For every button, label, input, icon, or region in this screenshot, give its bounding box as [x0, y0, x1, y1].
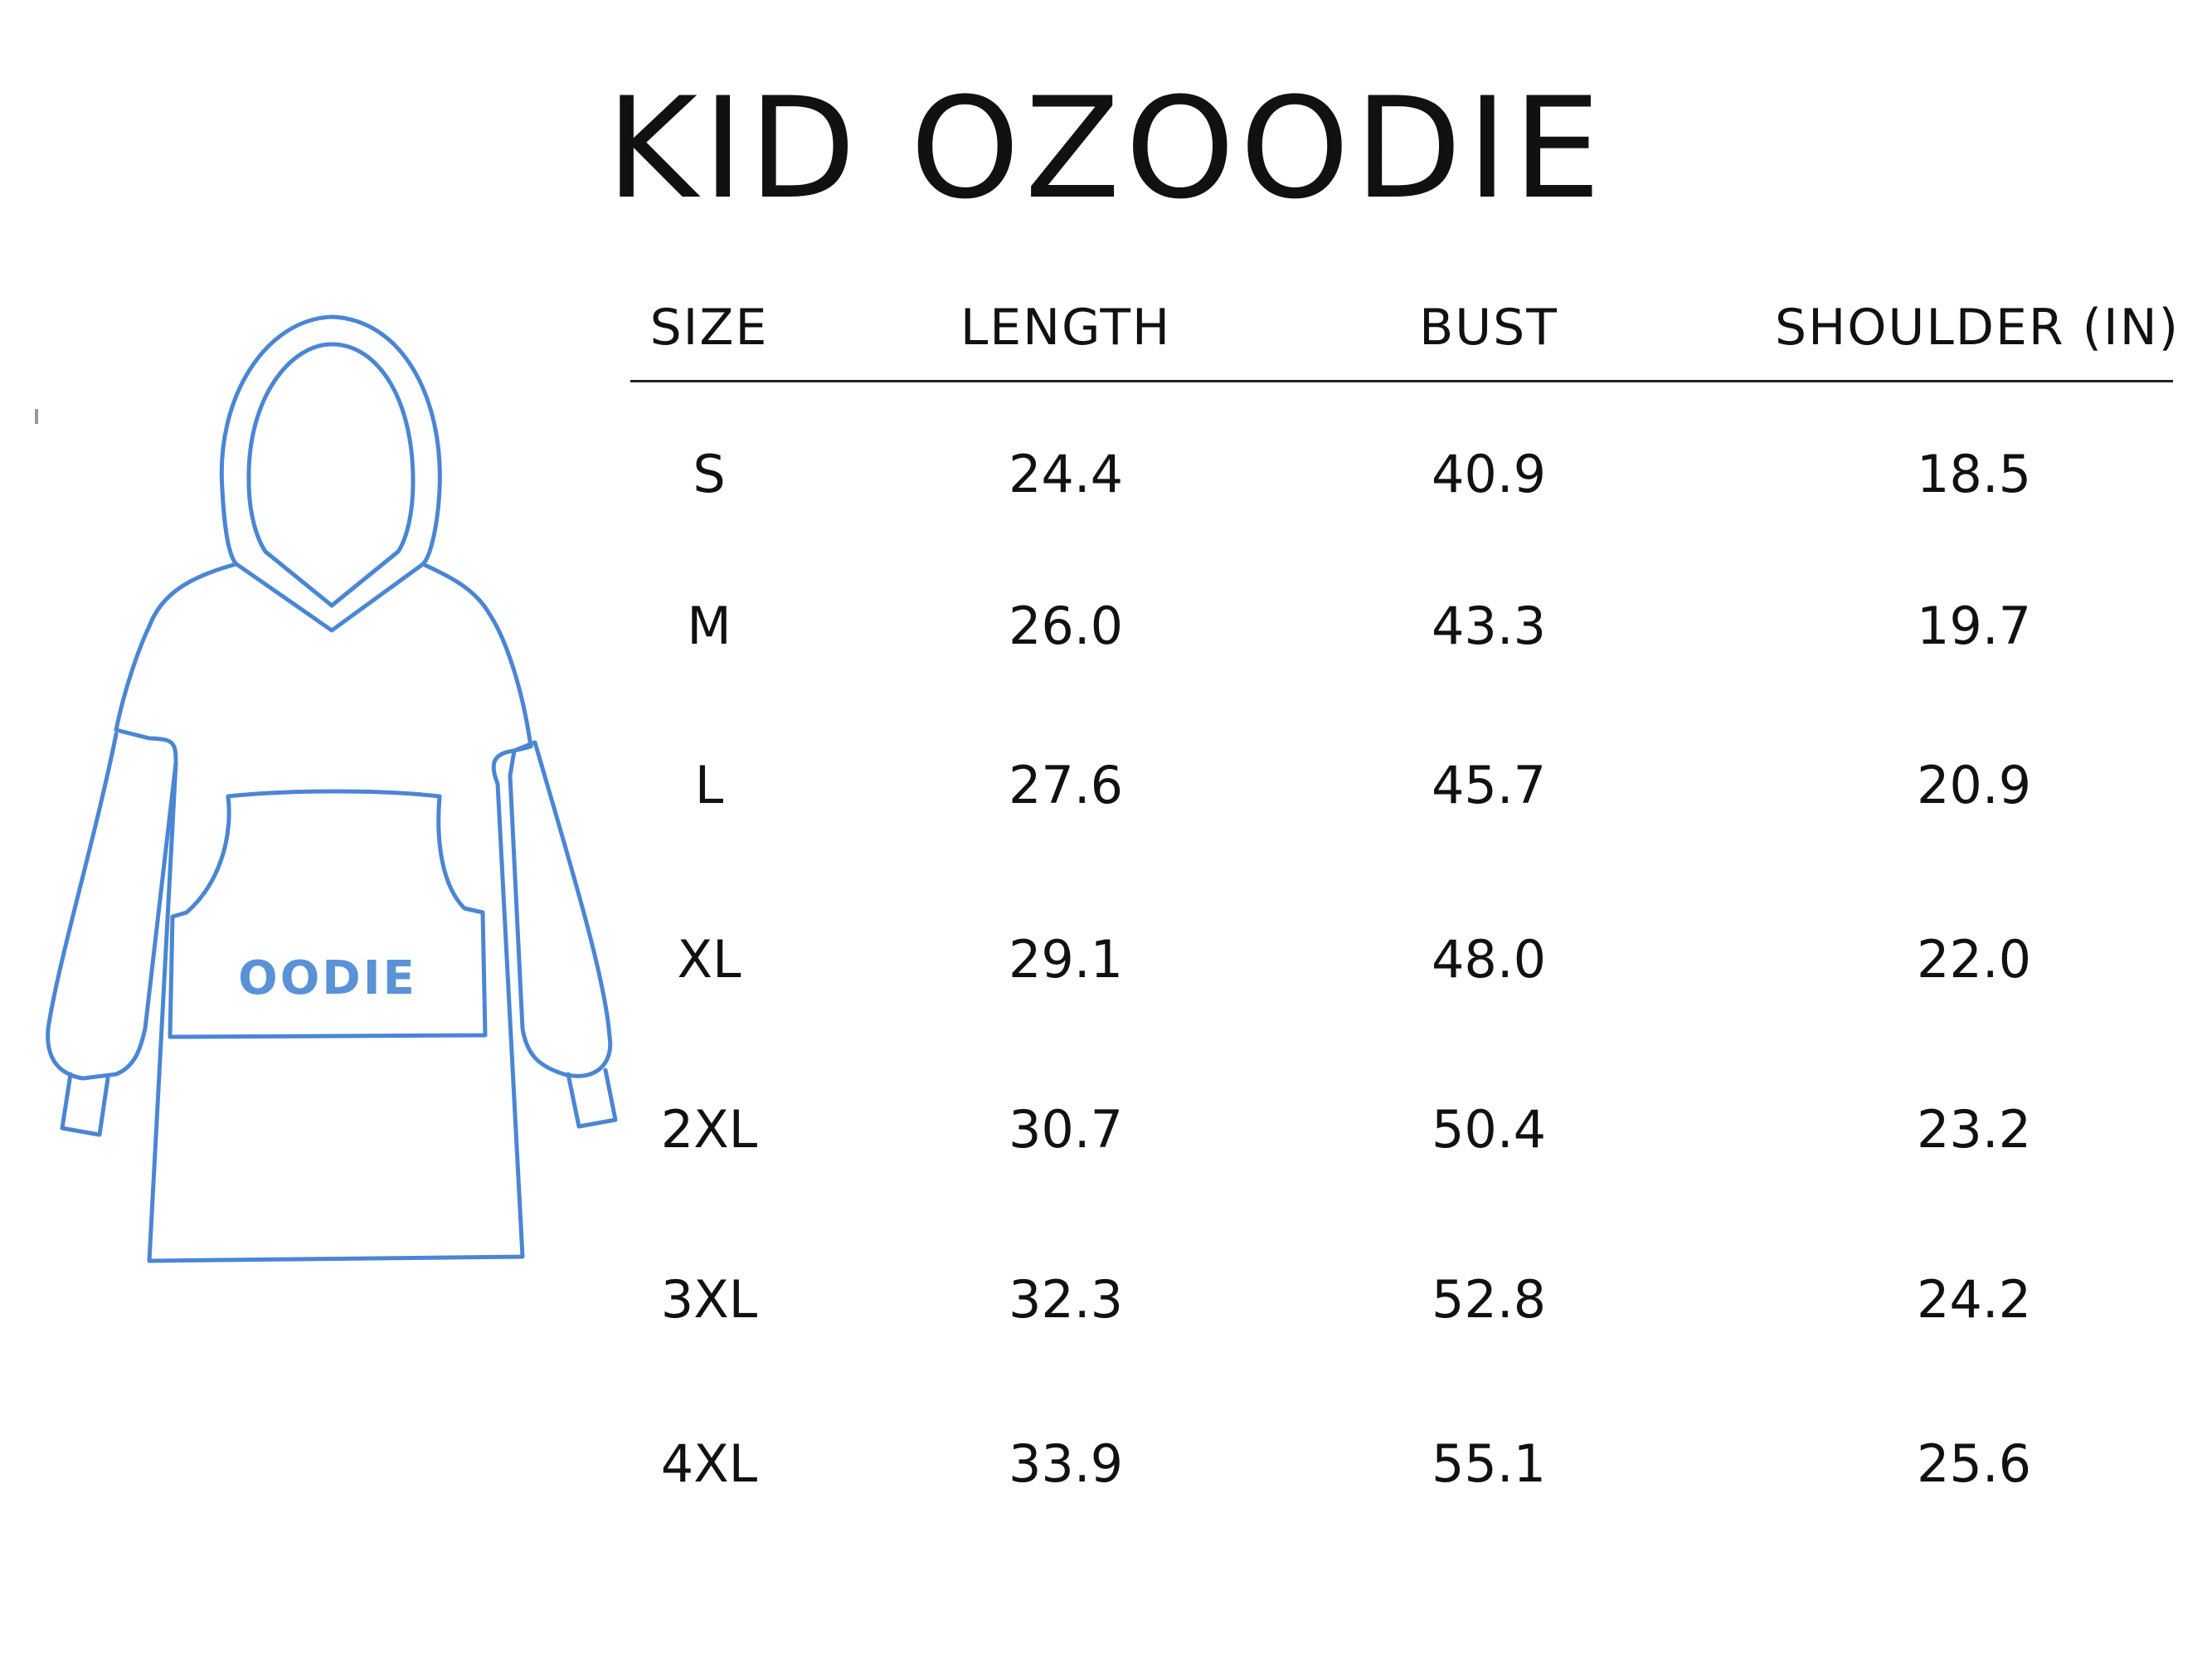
right-sleeve: [508, 740, 613, 1078]
size-cell: S: [693, 444, 726, 504]
table-row: 2XL 30.7 50.4 23.2: [630, 1099, 2173, 1190]
shoulder-cell: 25.6: [1916, 1433, 2032, 1494]
shoulder-cell: 24.2: [1916, 1269, 2032, 1330]
hood-outer: [219, 314, 442, 633]
bust-cell: 52.8: [1431, 1269, 1547, 1330]
table-row: XL 29.1 48.0 22.0: [630, 929, 2173, 1020]
bust-cell: 40.9: [1431, 444, 1547, 504]
kangaroo-pocket: [168, 789, 488, 1039]
shoulder-cell: 18.5: [1916, 444, 2032, 504]
shoulder-cell: 19.7: [1916, 596, 2032, 656]
header-size: SIZE: [649, 299, 769, 357]
size-cell: 2XL: [660, 1099, 758, 1160]
bust-cell: 43.3: [1431, 596, 1547, 656]
table-row: L 27.6 45.7 20.9: [630, 755, 2173, 846]
header-divider: [630, 380, 2173, 382]
size-cell: XL: [677, 929, 741, 990]
hoodie-outline-icon: OODIE: [46, 314, 618, 1263]
size-cell: 4XL: [660, 1433, 758, 1494]
header-length: LENGTH: [960, 299, 1172, 357]
length-cell: 26.0: [1008, 596, 1124, 656]
bust-cell: 45.7: [1431, 755, 1547, 815]
shoulder-cell: 22.0: [1916, 929, 2032, 990]
shoulder-cell: 20.9: [1916, 755, 2032, 815]
body-outline: [114, 562, 533, 1263]
table-row: S 24.4 40.9 18.5: [630, 444, 2173, 535]
bust-cell: 50.4: [1431, 1099, 1547, 1160]
bust-cell: 48.0: [1431, 929, 1547, 990]
size-cell: L: [694, 755, 724, 815]
table-header-row: SIZE LENGTH BUST SHOULDER (IN): [630, 282, 2180, 382]
length-cell: 27.6: [1008, 755, 1124, 815]
pocket-brand-text: OODIE: [238, 951, 417, 1005]
size-chart-table: SIZE LENGTH BUST SHOULDER (IN) S 24.4 40…: [630, 282, 2180, 1494]
bust-cell: 55.1: [1431, 1433, 1547, 1494]
header-shoulder: SHOULDER (IN): [1775, 299, 2180, 357]
left-cuff: [60, 1072, 110, 1137]
length-cell: 30.7: [1008, 1099, 1124, 1160]
length-cell: 29.1: [1008, 929, 1124, 990]
page-title: KID OZOODIE: [605, 67, 1607, 230]
length-cell: 33.9: [1008, 1433, 1124, 1494]
right-cuff: [566, 1068, 618, 1129]
size-cell: 3XL: [660, 1269, 758, 1330]
table-row: 4XL 33.9 55.1 25.6: [630, 1433, 2173, 1525]
length-cell: 32.3: [1008, 1269, 1124, 1330]
hoodie-illustration: OODIE: [25, 299, 647, 1277]
stray-mark: [35, 409, 38, 424]
hood-inner: [246, 342, 416, 608]
length-cell: 24.4: [1008, 444, 1124, 504]
table-row: M 26.0 43.3 19.7: [630, 596, 2173, 687]
shoulder-cell: 23.2: [1916, 1099, 2032, 1160]
header-bust: BUST: [1419, 299, 1558, 357]
table-row: 3XL 32.3 52.8 24.2: [630, 1269, 2173, 1360]
size-cell: M: [687, 596, 732, 656]
left-sleeve: [46, 732, 178, 1081]
